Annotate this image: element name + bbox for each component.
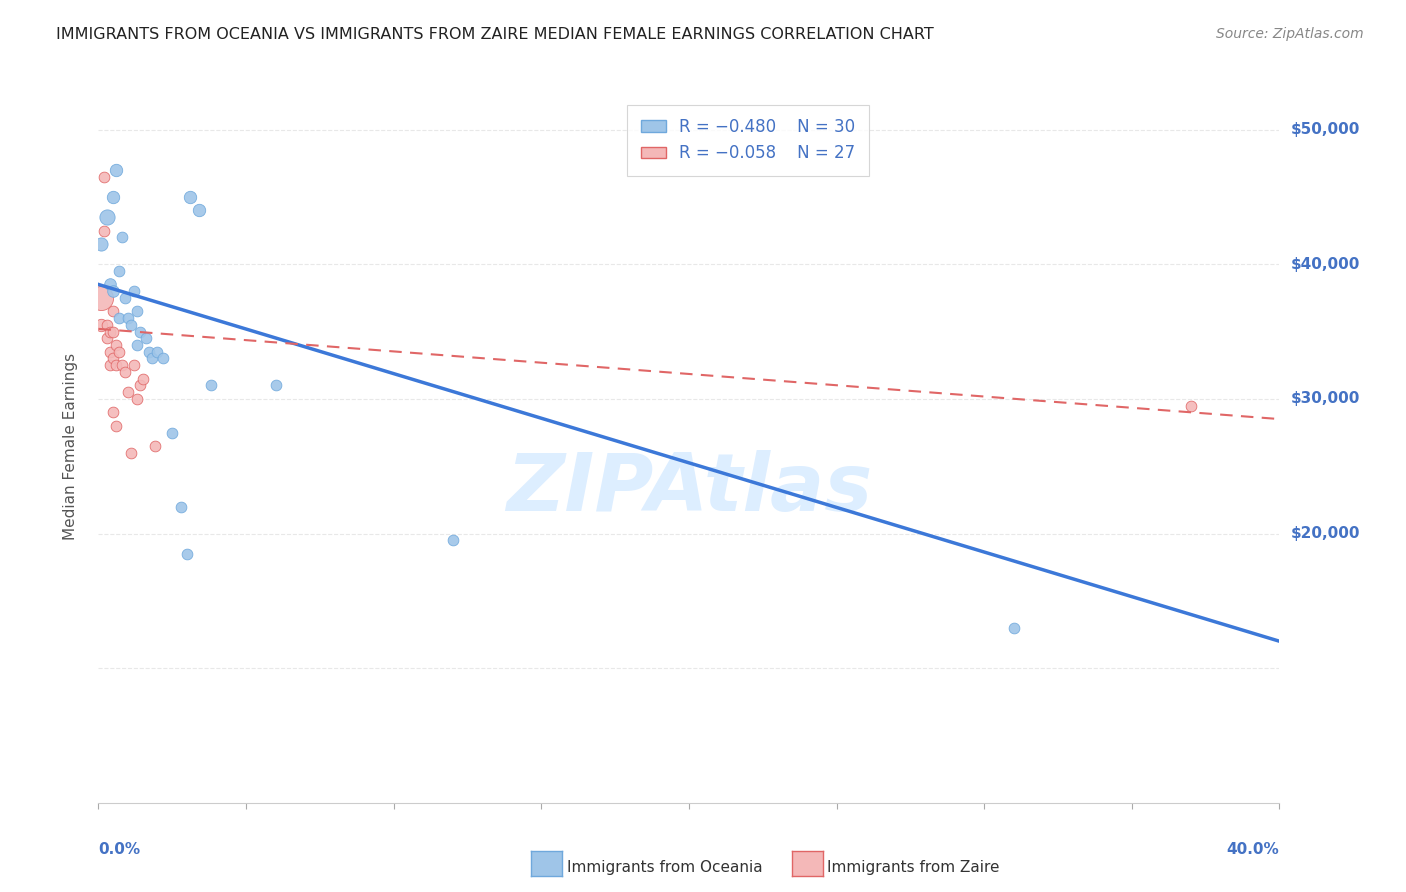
Text: IMMIGRANTS FROM OCEANIA VS IMMIGRANTS FROM ZAIRE MEDIAN FEMALE EARNINGS CORRELAT: IMMIGRANTS FROM OCEANIA VS IMMIGRANTS FR…	[56, 27, 934, 42]
Point	[200, 378, 222, 392]
Point	[93, 169, 115, 184]
Point	[152, 351, 174, 366]
Text: $40,000: $40,000	[1291, 257, 1360, 272]
Point	[96, 318, 118, 332]
Point	[138, 344, 160, 359]
Point	[170, 500, 193, 514]
Text: Immigrants from Oceania: Immigrants from Oceania	[567, 860, 762, 874]
Text: $30,000: $30,000	[1291, 392, 1360, 407]
Point	[187, 203, 209, 218]
Point	[90, 318, 112, 332]
Point	[111, 230, 134, 244]
Point	[117, 385, 139, 400]
Point	[105, 163, 128, 178]
Point	[135, 331, 157, 345]
Point	[108, 344, 131, 359]
Point	[128, 378, 150, 392]
Point	[103, 351, 125, 366]
Text: $20,000: $20,000	[1291, 526, 1360, 541]
Point	[125, 392, 148, 406]
Point	[264, 378, 287, 392]
Point	[179, 190, 201, 204]
Point	[98, 358, 121, 372]
Point	[122, 358, 145, 372]
Point	[122, 284, 145, 298]
Point	[105, 338, 128, 352]
Point	[96, 210, 118, 224]
Point	[98, 344, 121, 359]
Point	[103, 190, 125, 204]
Text: ZIPAtlas: ZIPAtlas	[506, 450, 872, 528]
Point	[441, 533, 464, 548]
Text: Immigrants from Zaire: Immigrants from Zaire	[827, 860, 1000, 874]
Point	[103, 325, 125, 339]
Text: 40.0%: 40.0%	[1226, 842, 1279, 856]
Text: $50,000: $50,000	[1291, 122, 1360, 137]
Point	[120, 446, 142, 460]
Text: 0.0%: 0.0%	[98, 842, 141, 856]
Point	[125, 304, 148, 318]
Point	[162, 425, 183, 440]
Y-axis label: Median Female Earnings: Median Female Earnings	[63, 352, 77, 540]
Point	[93, 223, 115, 237]
Point	[120, 318, 142, 332]
Point	[105, 418, 128, 433]
Point	[143, 439, 166, 453]
Point	[90, 291, 112, 305]
Point	[90, 237, 112, 252]
Point	[96, 331, 118, 345]
Point	[108, 264, 131, 278]
Point	[176, 547, 198, 561]
Point	[114, 365, 136, 379]
Point	[103, 304, 125, 318]
Point	[1180, 399, 1202, 413]
Point	[111, 358, 134, 372]
Point	[98, 277, 121, 292]
Point	[132, 372, 155, 386]
Point	[103, 284, 125, 298]
Point	[146, 344, 169, 359]
Point	[1002, 621, 1025, 635]
Point	[105, 358, 128, 372]
Point	[103, 405, 125, 419]
Point	[98, 325, 121, 339]
Point	[125, 338, 148, 352]
Point	[128, 325, 150, 339]
Point	[114, 291, 136, 305]
Point	[141, 351, 163, 366]
Point	[117, 311, 139, 326]
Text: Source: ZipAtlas.com: Source: ZipAtlas.com	[1216, 27, 1364, 41]
Point	[108, 311, 131, 326]
Legend: R = −0.480    N = 30, R = −0.058    N = 27: R = −0.480 N = 30, R = −0.058 N = 27	[627, 104, 869, 176]
